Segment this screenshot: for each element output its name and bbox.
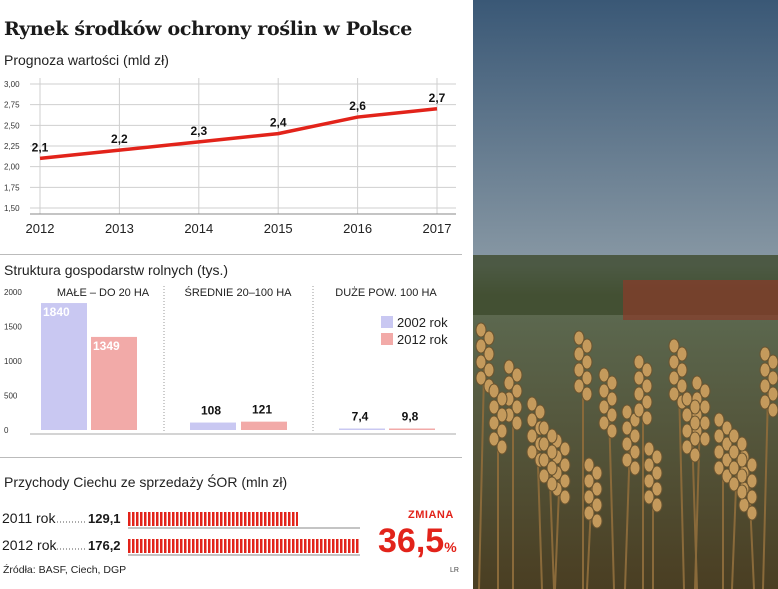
x-tick-label: 2014: [184, 221, 213, 236]
legend-swatch-2002: [381, 316, 393, 328]
data-label: 2,2: [111, 132, 128, 146]
data-label: 2,3: [190, 124, 207, 138]
wheat-illustration: [473, 0, 778, 589]
x-tick-label: 2016: [343, 221, 372, 236]
series-line: [39, 107, 438, 161]
x-tick-label: 2017: [423, 221, 452, 236]
y-tick-label: 1000: [4, 357, 22, 366]
bar-value-label: 1840: [43, 305, 70, 319]
data-label: 2,7: [429, 91, 446, 105]
divider: [0, 254, 462, 255]
change-number: 36,5: [378, 522, 445, 560]
y-tick-label: 1,50: [4, 204, 20, 213]
legend-2012: 2012 rok: [381, 332, 448, 347]
y-tick-label: 2,00: [4, 163, 20, 172]
bar-value-label: 7,4: [352, 410, 369, 424]
credit: LR: [450, 567, 459, 574]
revenue-bars: [57, 512, 360, 556]
bar: [41, 303, 87, 430]
legend-label-2002: 2002 rok: [397, 315, 448, 330]
bar: [241, 421, 287, 430]
line-chart-title: Prognoza wartości (mld zł): [4, 52, 169, 68]
y-tick-label: 2000: [4, 288, 22, 297]
category-label: MAŁE – DO 20 HA: [57, 287, 150, 299]
legend-swatch-2012: [381, 333, 393, 345]
bar: [190, 422, 236, 430]
line-chart: 1,50 1,75 2,00 2,25 2,50 2,75 3,00 2012 2013 2014…: [4, 78, 456, 236]
bar-value-label: 108: [201, 404, 221, 418]
revenue-bar: [128, 539, 360, 553]
revenue-value-2011: 129,1: [88, 511, 121, 526]
infographic-title: Rynek środków ochrony roślin w Polsce: [4, 18, 412, 40]
revenue-title: Przychody Ciechu ze sprzedaży ŚOR (mln z…: [4, 474, 288, 490]
bar-chart: 0 500 1000 1500 2000 MAŁE – DO 20 HA ŚREDNIE 2…: [4, 286, 456, 435]
y-tick-label: 1500: [4, 323, 22, 332]
bar: [339, 428, 385, 430]
y-tick-label: 500: [4, 392, 18, 401]
divider: [0, 457, 462, 458]
revenue-value-2012: 176,2: [88, 538, 121, 553]
legend-2002: 2002 rok: [381, 315, 448, 330]
bar: [389, 428, 435, 430]
bar-value-label: 1349: [93, 339, 120, 353]
x-tick-label: 2013: [105, 221, 134, 236]
source-note: Źródła: BASF, Ciech, DGP: [3, 564, 127, 576]
bar-value-label: 121: [252, 403, 272, 417]
category-label: DUŻE POW. 100 HA: [335, 286, 437, 299]
revenue-bar: [128, 512, 298, 526]
change-unit: %: [444, 539, 457, 555]
y-tick-label: 2,25: [4, 142, 20, 151]
legend-label-2012: 2012 rok: [397, 332, 448, 347]
bar: [91, 336, 137, 430]
y-tick-label: 3,00: [4, 80, 20, 89]
data-label: 2,6: [349, 99, 366, 113]
bar-value-label: 9,8: [402, 410, 419, 424]
category-label: ŚREDNIE 20–100 HA: [185, 286, 293, 299]
y-tick-label: 2,50: [4, 121, 20, 130]
y-tick-label: 1,75: [4, 183, 20, 192]
bar-chart-title: Struktura gospodarstw rolnych (tys.): [4, 262, 229, 278]
x-tick-label: 2012: [26, 221, 55, 236]
revenue-label-2012: 2012 rok: [2, 537, 57, 553]
infographic-panel: Rynek środków ochrony roślin w Polsce Pr…: [0, 18, 462, 576]
data-label: 2,1: [32, 140, 49, 154]
data-label: 2,4: [270, 116, 287, 130]
y-tick-label: 0: [4, 426, 9, 435]
change-label: ZMIANA: [408, 509, 454, 521]
wheat-field-photo: [473, 0, 778, 589]
x-tick-label: 2015: [264, 221, 293, 236]
y-tick-label: 2,75: [4, 101, 20, 110]
revenue-label-2011: 2011 rok: [2, 510, 56, 526]
change-value: 36,5%: [378, 522, 457, 561]
